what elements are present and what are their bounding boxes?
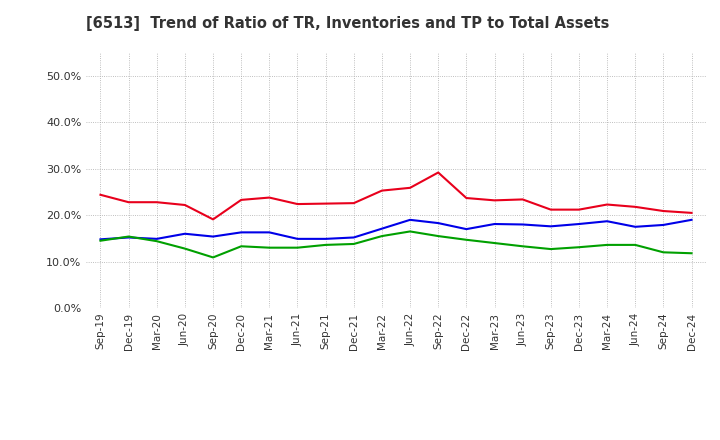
Trade Receivables bbox=[293, 202, 302, 207]
Trade Receivables bbox=[687, 210, 696, 216]
Inventories bbox=[349, 235, 358, 240]
Trade Payables bbox=[125, 234, 133, 239]
Trade Payables bbox=[153, 238, 161, 244]
Trade Payables bbox=[237, 244, 246, 249]
Trade Receivables bbox=[321, 201, 330, 206]
Trade Payables bbox=[631, 242, 639, 248]
Trade Receivables bbox=[546, 207, 555, 212]
Trade Payables bbox=[434, 234, 443, 239]
Trade Receivables bbox=[603, 202, 611, 207]
Inventories bbox=[265, 230, 274, 235]
Text: [6513]  Trend of Ratio of TR, Inventories and TP to Total Assets: [6513] Trend of Ratio of TR, Inventories… bbox=[86, 16, 610, 31]
Trade Payables bbox=[546, 246, 555, 252]
Inventories bbox=[321, 236, 330, 242]
Trade Receivables bbox=[96, 192, 105, 198]
Trade Payables bbox=[575, 245, 583, 250]
Trade Payables bbox=[265, 245, 274, 250]
Trade Receivables bbox=[181, 202, 189, 208]
Inventories bbox=[603, 219, 611, 224]
Trade Payables bbox=[349, 241, 358, 246]
Trade Receivables bbox=[237, 197, 246, 202]
Inventories bbox=[518, 222, 527, 227]
Inventories bbox=[659, 222, 667, 227]
Inventories bbox=[96, 237, 105, 242]
Trade Receivables bbox=[209, 217, 217, 222]
Inventories bbox=[434, 220, 443, 226]
Inventories bbox=[546, 224, 555, 229]
Line: Trade Payables: Trade Payables bbox=[101, 231, 691, 257]
Trade Payables bbox=[96, 238, 105, 243]
Trade Payables bbox=[377, 234, 386, 239]
Trade Payables bbox=[518, 244, 527, 249]
Inventories bbox=[575, 221, 583, 227]
Inventories bbox=[406, 217, 415, 223]
Trade Payables bbox=[181, 246, 189, 251]
Trade Receivables bbox=[518, 197, 527, 202]
Trade Receivables bbox=[575, 207, 583, 212]
Trade Payables bbox=[687, 251, 696, 256]
Line: Trade Receivables: Trade Receivables bbox=[101, 172, 691, 220]
Trade Payables bbox=[321, 242, 330, 248]
Trade Receivables bbox=[406, 185, 415, 191]
Inventories bbox=[209, 234, 217, 239]
Trade Receivables bbox=[434, 170, 443, 175]
Inventories bbox=[462, 227, 471, 232]
Inventories bbox=[293, 236, 302, 242]
Trade Receivables bbox=[659, 209, 667, 214]
Trade Payables bbox=[293, 245, 302, 250]
Trade Payables bbox=[603, 242, 611, 248]
Line: Inventories: Inventories bbox=[101, 220, 691, 239]
Trade Receivables bbox=[349, 201, 358, 206]
Trade Receivables bbox=[377, 188, 386, 193]
Trade Receivables bbox=[490, 198, 499, 203]
Inventories bbox=[237, 230, 246, 235]
Trade Payables bbox=[659, 249, 667, 255]
Trade Receivables bbox=[462, 195, 471, 201]
Inventories bbox=[687, 217, 696, 223]
Inventories bbox=[125, 235, 133, 240]
Trade Payables bbox=[490, 240, 499, 246]
Inventories bbox=[181, 231, 189, 236]
Inventories bbox=[153, 236, 161, 242]
Trade Receivables bbox=[265, 195, 274, 200]
Trade Receivables bbox=[631, 204, 639, 209]
Trade Payables bbox=[462, 237, 471, 242]
Inventories bbox=[377, 226, 386, 231]
Trade Payables bbox=[406, 229, 415, 234]
Inventories bbox=[631, 224, 639, 229]
Trade Receivables bbox=[125, 200, 133, 205]
Trade Payables bbox=[209, 255, 217, 260]
Trade Receivables bbox=[153, 200, 161, 205]
Inventories bbox=[490, 221, 499, 227]
